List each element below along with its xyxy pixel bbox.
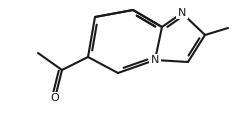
Text: O: O [51,93,59,103]
Text: N: N [151,55,159,65]
Text: N: N [178,8,186,18]
